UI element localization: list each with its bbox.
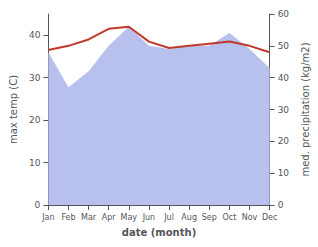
svg-text:May: May xyxy=(121,213,138,222)
svg-text:Dec: Dec xyxy=(262,213,277,222)
svg-text:40: 40 xyxy=(278,73,290,83)
svg-text:Oct: Oct xyxy=(222,213,236,222)
svg-text:50: 50 xyxy=(278,41,290,51)
svg-text:30: 30 xyxy=(278,105,290,115)
svg-text:60: 60 xyxy=(278,9,290,19)
svg-text:Jul: Jul xyxy=(163,213,174,222)
svg-text:date (month): date (month) xyxy=(122,227,196,238)
svg-text:30: 30 xyxy=(29,73,41,83)
svg-text:max temp (C): max temp (C) xyxy=(8,75,19,144)
svg-text:Aug: Aug xyxy=(181,213,197,222)
svg-text:0: 0 xyxy=(35,200,41,210)
svg-text:med. precipitation (kg/m2): med. precipitation (kg/m2) xyxy=(300,42,311,176)
svg-text:10: 10 xyxy=(29,158,41,168)
svg-text:10: 10 xyxy=(278,168,290,178)
svg-text:Apr: Apr xyxy=(102,213,117,222)
svg-text:Feb: Feb xyxy=(61,213,75,222)
svg-text:20: 20 xyxy=(278,136,290,146)
svg-text:Jan: Jan xyxy=(41,213,54,222)
svg-text:Jun: Jun xyxy=(142,213,156,222)
svg-text:Mar: Mar xyxy=(81,213,97,222)
svg-text:Sep: Sep xyxy=(202,213,217,222)
svg-text:0: 0 xyxy=(278,200,284,210)
svg-text:40: 40 xyxy=(29,30,41,40)
svg-text:Nov: Nov xyxy=(242,213,258,222)
svg-text:20: 20 xyxy=(29,115,41,125)
